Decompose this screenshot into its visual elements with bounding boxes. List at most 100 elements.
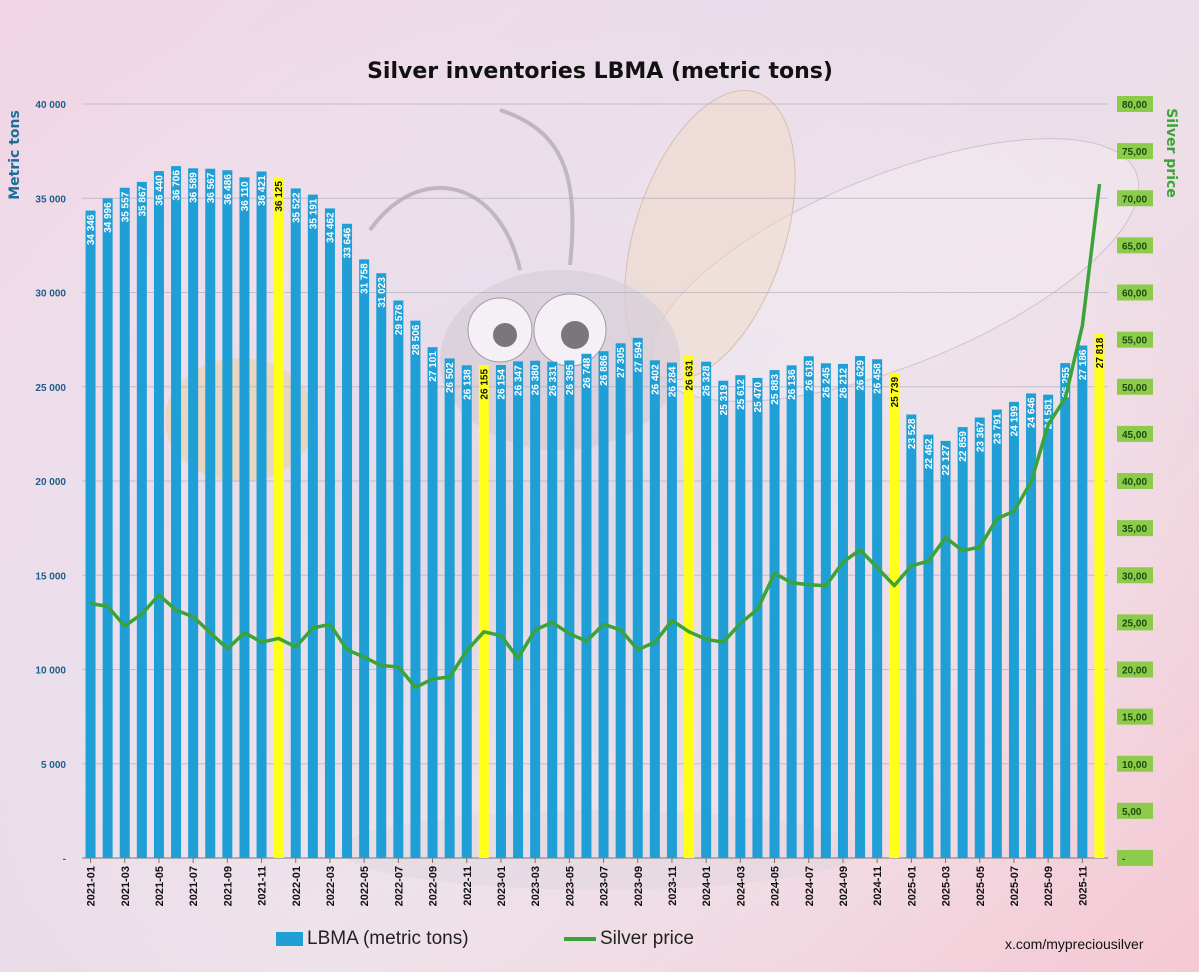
- y-tick-label: 35 000: [35, 194, 66, 205]
- x-tick-label: 2022-09: [428, 866, 440, 906]
- y2-tick-badge: [1117, 755, 1153, 772]
- bar-series: [85, 166, 1105, 859]
- y2-tick-badge: [1117, 331, 1153, 348]
- y-axis-right-ticks: - 5,00 10,00 15,00 20,00 25,00 30,00 35,00 40,00…: [1117, 96, 1153, 866]
- y2-tick-label: 35,00: [1122, 524, 1147, 535]
- y-tick-label: 30 000: [35, 289, 66, 300]
- bar: [342, 223, 353, 859]
- bar: [957, 427, 968, 858]
- bar-data-label: 34 462: [325, 212, 336, 243]
- bar: [495, 364, 506, 858]
- y2-tick-label: 25,00: [1122, 618, 1147, 629]
- x-tick-label: 2023-07: [599, 866, 611, 906]
- bar-data-label: 26 154: [496, 369, 507, 400]
- bar: [256, 171, 267, 858]
- bar-data-label: 22 462: [924, 438, 935, 469]
- x-tick-label: 2023-09: [633, 866, 645, 906]
- bar-data-label: 36 421: [257, 175, 268, 206]
- y2-tick-badge: [1117, 661, 1153, 678]
- x-tick-label: 2025-11: [1077, 866, 1089, 906]
- bar: [632, 337, 643, 858]
- bar: [666, 362, 677, 858]
- bar: [324, 208, 335, 858]
- bar: [581, 353, 592, 858]
- bar: [290, 188, 301, 859]
- bar-data-label: 26 331: [548, 365, 559, 396]
- y2-tick-label: 60,00: [1122, 289, 1147, 300]
- bar-data-label: 36 440: [154, 175, 165, 206]
- y2-tick-label: 10,00: [1122, 760, 1147, 771]
- bar: [427, 347, 438, 858]
- legend-line-swatch: [564, 937, 596, 941]
- legend-item-lbma: LBMA (metric tons): [276, 928, 469, 950]
- bar: [564, 360, 575, 858]
- bar: [513, 361, 524, 858]
- bar: [701, 361, 712, 858]
- bar-data-label: 27 101: [428, 351, 439, 382]
- bar-data-label: 28 506: [411, 324, 422, 355]
- y2-tick-badge: [1117, 614, 1153, 631]
- x-tick-label: 2024-03: [735, 866, 747, 906]
- y2-tick-badge: [1117, 473, 1153, 489]
- y2-tick-badge: [1117, 708, 1153, 725]
- bar-data-label: 36 706: [172, 170, 183, 201]
- bar-data-label: 36 110: [240, 181, 251, 211]
- bar: [684, 356, 695, 858]
- bar-data-label: 36 567: [206, 172, 217, 203]
- bar: [649, 360, 660, 858]
- y-tick-label: 10 000: [35, 666, 66, 677]
- bar-data-label: 23 528: [907, 418, 918, 449]
- bar: [530, 360, 541, 858]
- x-tick-label: 2025-03: [941, 866, 953, 906]
- bar: [1026, 393, 1037, 858]
- bar: [239, 177, 250, 858]
- bar-data-label: 26 631: [685, 360, 696, 391]
- bar: [153, 171, 164, 858]
- bar: [598, 351, 609, 858]
- bar-data-label: 36 589: [189, 172, 200, 203]
- bar: [1060, 363, 1071, 858]
- x-tick-label: 2021-03: [120, 866, 132, 906]
- bar: [188, 168, 199, 858]
- y-tick-label: 5 000: [41, 760, 66, 771]
- bar-data-label: 22 127: [941, 444, 952, 475]
- x-tick-label: 2024-07: [804, 866, 816, 906]
- bar-data-label: 26 328: [702, 365, 713, 396]
- y2-tick-badge: [1117, 190, 1153, 207]
- y-axis-label: Metric tons: [7, 110, 23, 200]
- y2-axis-label: Silver price: [1163, 108, 1179, 198]
- y-axis-left-ticks: - 5 000 10 000 15 000 20 000 25 000 30 000 35 0…: [35, 100, 66, 865]
- bar-data-label: 27 305: [616, 347, 627, 378]
- grid-lines: [82, 103, 1108, 859]
- bar-data-label: 24 646: [1027, 397, 1038, 428]
- bar-data-label: 34 346: [86, 214, 97, 245]
- bar-data-label: 26 380: [531, 364, 542, 395]
- x-tick-label: 2021-09: [222, 866, 234, 906]
- bar-data-label: 26 136: [787, 369, 798, 400]
- bar: [222, 170, 233, 859]
- bar: [923, 434, 934, 858]
- y2-tick-badge: [1117, 378, 1153, 395]
- y2-tick-label: 50,00: [1122, 383, 1147, 394]
- bar-data-label: 25 612: [736, 379, 747, 410]
- x-tick-label: 2022-01: [291, 866, 303, 906]
- y2-tick-label: 55,00: [1122, 336, 1147, 347]
- x-tick-label: 2025-05: [975, 866, 987, 906]
- bar-data-label: 26 395: [565, 364, 576, 395]
- legend: LBMA (metric tons) Silver price: [0, 928, 1199, 958]
- bar-data-label: 33 646: [343, 227, 354, 258]
- chart-title: Silver inventories LBMA (metric tons): [367, 59, 833, 84]
- bar: [769, 370, 780, 858]
- bar-data-label: 35 867: [137, 185, 148, 216]
- bar-data-label: 27 818: [1095, 337, 1106, 368]
- x-tick-label: 2025-07: [1009, 866, 1021, 906]
- y2-tick-badge: [1117, 143, 1153, 160]
- bar: [752, 377, 763, 858]
- bar: [85, 210, 96, 859]
- bar-data-label: 26 245: [821, 367, 832, 398]
- bar: [376, 273, 387, 859]
- bar: [547, 361, 558, 858]
- y2-tick-label: 20,00: [1122, 666, 1147, 677]
- x-tick-label: 2021-01: [86, 866, 98, 906]
- bar-data-label: 23 791: [992, 413, 1003, 444]
